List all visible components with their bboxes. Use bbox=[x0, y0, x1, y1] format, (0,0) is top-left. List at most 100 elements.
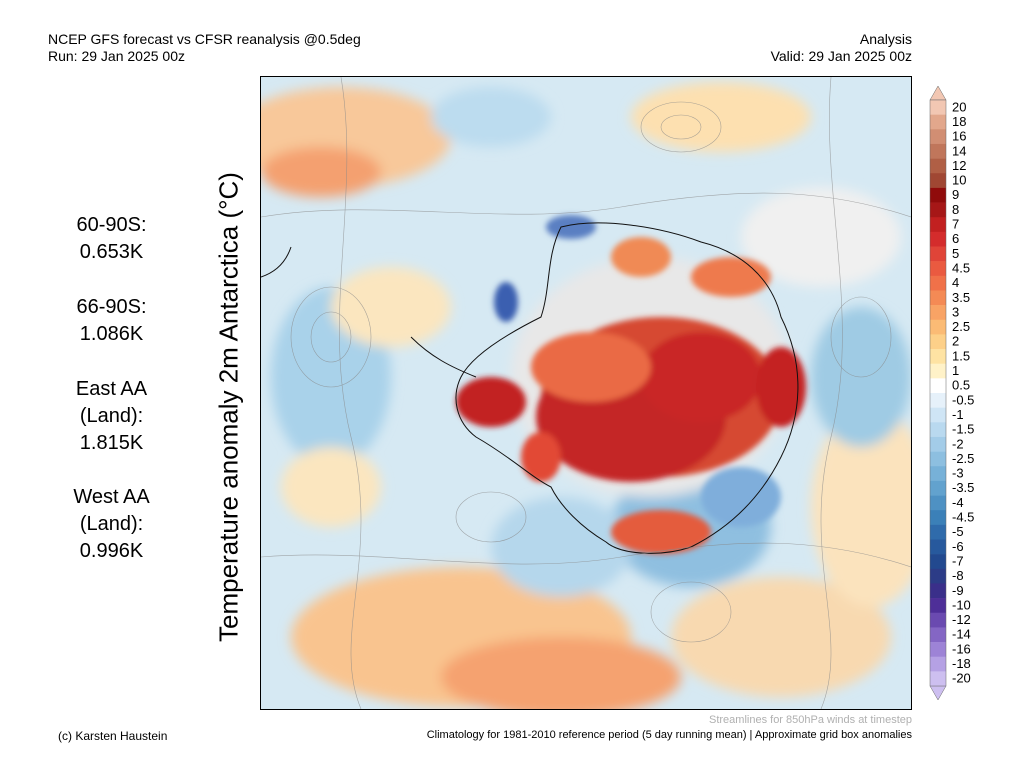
colorbar-label: 9 bbox=[952, 187, 959, 202]
run-time: Run: 29 Jan 2025 00z bbox=[48, 48, 185, 64]
colorbar-label: -6 bbox=[952, 539, 964, 554]
colorbar-label: 3.5 bbox=[952, 290, 970, 305]
colorbar-swatch bbox=[930, 656, 946, 672]
colorbar-swatch bbox=[930, 261, 946, 277]
stat-line: 0.653K bbox=[79, 241, 144, 263]
colorbar-label: -20 bbox=[952, 671, 971, 686]
colorbar-label: -4.5 bbox=[952, 510, 974, 525]
stat-line: 60-90S: bbox=[76, 214, 147, 236]
anomaly-map bbox=[260, 76, 912, 710]
colorbar-swatch bbox=[930, 612, 946, 628]
stat-line: 1.815K bbox=[79, 432, 144, 454]
colorbar-swatch bbox=[930, 671, 946, 687]
colorbar-label: -0.5 bbox=[952, 392, 974, 407]
antarctic-anomalies bbox=[456, 215, 806, 554]
colorbar-label: -1 bbox=[952, 407, 964, 422]
colorbar-label: -2.5 bbox=[952, 451, 974, 466]
colorbar-swatch bbox=[930, 349, 946, 364]
colorbar-label: 20 bbox=[952, 99, 966, 114]
colorbar-label: -18 bbox=[952, 656, 971, 671]
stat-60-90s: 60-90S: 0.653K bbox=[64, 212, 159, 266]
colorbar-swatch bbox=[930, 275, 946, 291]
colorbar-swatch bbox=[930, 378, 946, 394]
stat-west-aa: West AA (Land): 0.996K bbox=[64, 484, 159, 565]
colorbar-swatch bbox=[930, 451, 946, 467]
header-right: Analysis Valid: 29 Jan 2025 00z bbox=[771, 31, 912, 65]
colorbar-label: -16 bbox=[952, 641, 971, 656]
colorbar-swatch bbox=[930, 436, 946, 452]
colorbar-label: -7 bbox=[952, 553, 964, 568]
colorbar-swatch bbox=[930, 524, 946, 540]
colorbar: 201816141210987654.543.532.521.510.5-0.5… bbox=[929, 85, 974, 701]
colorbar-swatch bbox=[930, 510, 946, 526]
colorbar-label: -5 bbox=[952, 524, 964, 539]
stat-line: (Land): bbox=[79, 513, 144, 535]
stat-line: (Land): bbox=[79, 405, 144, 427]
colorbar-swatch bbox=[930, 422, 946, 438]
colorbar-swatch bbox=[930, 495, 946, 511]
colorbar-label: 8 bbox=[952, 202, 959, 217]
stat-line: East AA bbox=[75, 378, 148, 400]
colorbar-swatch bbox=[930, 466, 946, 482]
colorbar-arrow-low bbox=[929, 685, 947, 701]
colorbar-label: -2 bbox=[952, 436, 964, 451]
colorbar-label: -14 bbox=[952, 627, 971, 642]
colorbar-swatch bbox=[930, 627, 946, 643]
colorbar-label: 14 bbox=[952, 143, 966, 158]
colorbar-swatch bbox=[930, 143, 946, 159]
colorbar-arrow-high bbox=[929, 85, 947, 101]
valid-time: Valid: 29 Jan 2025 00z bbox=[770, 48, 912, 64]
stat-east-aa: East AA (Land): 1.815K bbox=[64, 376, 159, 457]
colorbar-swatch bbox=[930, 173, 946, 189]
colorbar-swatch bbox=[930, 393, 946, 408]
colorbar-swatch bbox=[930, 202, 946, 218]
colorbar-label: 16 bbox=[952, 129, 966, 144]
colorbar-swatch bbox=[930, 319, 946, 335]
colorbar-swatch bbox=[930, 305, 946, 321]
colorbar-frame bbox=[929, 99, 947, 687]
colorbar-label: 4.5 bbox=[952, 260, 970, 275]
colorbar-label: 1.5 bbox=[952, 348, 970, 363]
anomaly-field bbox=[261, 82, 911, 709]
colorbar-label: 7 bbox=[952, 217, 959, 232]
stat-66-90s: 66-90S: 1.086K bbox=[64, 294, 159, 348]
colorbar-label: 0.5 bbox=[952, 378, 970, 393]
colorbar-swatch bbox=[930, 231, 946, 247]
colorbar-swatch bbox=[930, 334, 946, 350]
map-title: NCEP GFS forecast vs CFSR reanalysis @0.… bbox=[48, 31, 361, 47]
south-america-coastline bbox=[261, 246, 292, 278]
colorbar-label: 5 bbox=[952, 246, 959, 261]
colorbar-label: 4 bbox=[952, 275, 959, 290]
colorbar-label: -3 bbox=[952, 466, 964, 481]
colorbar-label: -4 bbox=[952, 495, 964, 510]
colorbar-label: 12 bbox=[952, 158, 966, 173]
colorbar-label: -10 bbox=[952, 597, 971, 612]
colorbar-swatch bbox=[930, 129, 946, 145]
colorbar-label: -8 bbox=[952, 568, 964, 583]
colorbar-label: 18 bbox=[952, 114, 966, 129]
colorbar-swatch bbox=[930, 554, 946, 570]
colorbar-swatch bbox=[930, 642, 946, 657]
colorbar-label: -12 bbox=[952, 612, 971, 627]
header-left: NCEP GFS forecast vs CFSR reanalysis @0.… bbox=[48, 31, 361, 65]
colorbar-swatch bbox=[930, 100, 946, 115]
colorbar-label: -9 bbox=[952, 583, 964, 598]
colorbar-swatch bbox=[930, 583, 946, 599]
colorbar-swatch bbox=[930, 158, 946, 174]
colorbar-label: 1 bbox=[952, 363, 959, 378]
colorbar-swatch bbox=[930, 290, 946, 306]
colorbar-label: 6 bbox=[952, 231, 959, 246]
colorbar-swatch bbox=[930, 598, 946, 614]
stat-line: 1.086K bbox=[79, 323, 144, 345]
colorbar-swatch bbox=[930, 363, 946, 379]
variable-label: Temperature anomaly 2m Antarctica (°C) bbox=[213, 172, 244, 642]
colorbar-swatch bbox=[930, 539, 946, 555]
wind-streamlines bbox=[261, 77, 911, 709]
streamline-note: Streamlines for 850hPa winds at timestep bbox=[709, 714, 912, 726]
colorbar-label: 2 bbox=[952, 334, 959, 349]
colorbar-label: 10 bbox=[952, 173, 966, 188]
climatology-note: Climatology for 1981-2010 reference peri… bbox=[426, 729, 912, 741]
colorbar-swatch bbox=[930, 407, 946, 423]
credit-text: (c) Karsten Haustein bbox=[58, 729, 168, 743]
colorbar-swatch bbox=[930, 568, 946, 584]
